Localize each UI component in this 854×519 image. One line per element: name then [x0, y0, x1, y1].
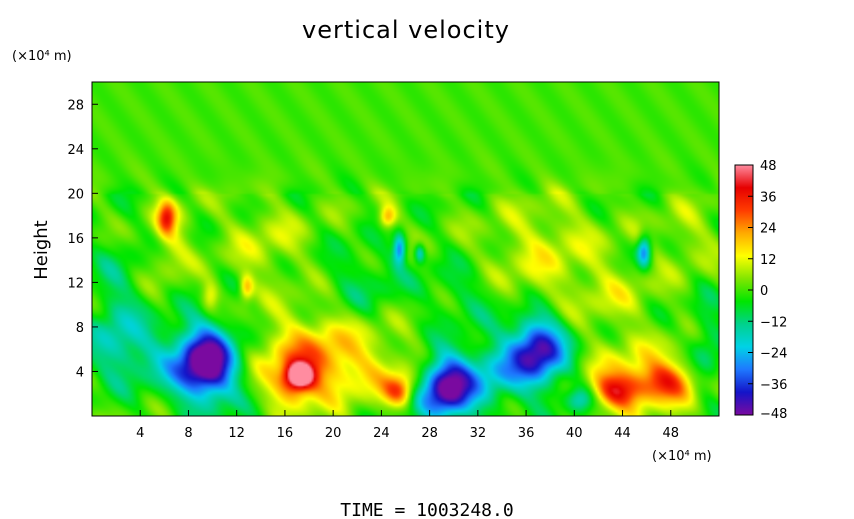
heatmap-area: [91, 81, 720, 417]
x-tick-label: 28: [421, 426, 438, 441]
x-tick-label: 40: [566, 426, 583, 441]
x-tick-label: 24: [373, 426, 390, 441]
x-unit-label: (×10⁴ m): [652, 449, 712, 464]
colorbar: 48 36 24 12 0 −12 −24 −36 −48: [734, 159, 787, 422]
colorbar-tick-label: −36: [760, 378, 787, 393]
colorbar-ticks: 48 36 24 12 0 −12 −24 −36 −48: [748, 159, 787, 422]
y-unit-label: (×10⁴ m): [12, 49, 72, 64]
colorbar-tick-label: 24: [760, 222, 777, 237]
x-tick-label: 36: [518, 426, 535, 441]
x-tick-label: 44: [614, 426, 631, 441]
chart-title: vertical velocity: [302, 16, 510, 44]
x-tick-label: 32: [470, 426, 487, 441]
colorbar-tick-label: 36: [760, 190, 777, 205]
colorbar-tick-label: −12: [760, 315, 787, 330]
y-axis-label: Height: [31, 220, 52, 280]
colorbar-tick-label: −48: [760, 407, 787, 422]
y-tick-label: 8: [76, 321, 84, 336]
y-tick-label: 12: [67, 276, 84, 291]
x-tick-label: 4: [136, 426, 144, 441]
colorbar-tick-label: −24: [760, 347, 787, 362]
y-tick-label: 20: [67, 187, 84, 202]
y-tick-label: 24: [67, 143, 84, 158]
y-tick-label: 16: [67, 232, 84, 247]
heatmap-image: [92, 82, 719, 416]
time-footer: TIME = 1003248.0: [340, 500, 513, 519]
y-tick-label: 4: [76, 365, 84, 380]
y-tick-label: 28: [67, 98, 84, 113]
x-tick-label: 20: [325, 426, 342, 441]
x-tick-label: 16: [277, 426, 294, 441]
colorbar-tick-label: 0: [760, 284, 768, 299]
y-axis-ticks: 4 8 12 16 20 24 28: [67, 98, 98, 380]
colorbar-tick-label: 12: [760, 253, 777, 268]
x-axis-ticks: 4 8 12 16 20 24 28 32 36 40 44 48: [136, 410, 679, 441]
x-tick-label: 48: [662, 426, 679, 441]
x-tick-label: 8: [184, 426, 192, 441]
x-tick-label: 12: [228, 426, 245, 441]
colorbar-tick-label: 48: [760, 159, 777, 174]
plot-frame: [91, 81, 720, 417]
